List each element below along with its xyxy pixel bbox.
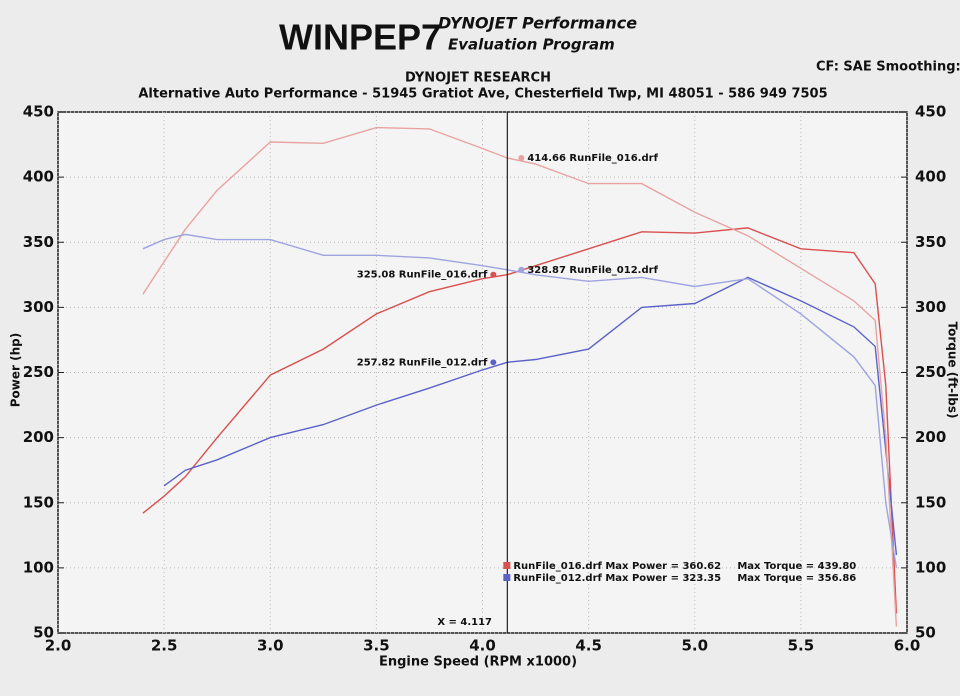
legend-entry: RunFile_016.drf Max Power = 360.62 — [513, 561, 721, 572]
cursor-value-label: 325.08 RunFile_016.drf — [357, 270, 488, 281]
legend-entry: RunFile_012.drf Max Power = 323.35 — [513, 573, 721, 584]
x-axis-label: Engine Speed (RPM x1000) — [379, 655, 577, 670]
x-tick-label: 5.5 — [788, 637, 815, 655]
cursor-label: X = 4.117 — [437, 617, 492, 628]
cursor-value-label: 414.66 RunFile_016.drf — [527, 153, 658, 164]
cursor-value-label: 257.82 RunFile_012.drf — [357, 357, 488, 368]
x-tick-label: 2.5 — [151, 637, 178, 655]
y2-tick-label: 400 — [915, 168, 946, 186]
y-axis-label: Power (hp) — [9, 333, 23, 407]
y-tick-label: 300 — [23, 298, 54, 316]
y-tick-label: 150 — [23, 493, 54, 511]
cursor-dot — [518, 155, 525, 162]
cursor-dot — [518, 266, 525, 273]
settings: CF: SAE Smoothing: 5 — [816, 60, 960, 75]
y-tick-label: 450 — [23, 103, 54, 121]
y-tick-label: 200 — [23, 428, 54, 446]
series-line — [142, 126, 898, 627]
y2-tick-label: 200 — [915, 428, 946, 446]
x-tick-label: 3.0 — [257, 637, 284, 655]
x-tick-label: 2.0 — [45, 637, 72, 655]
brand: DYNOJET Performance — [438, 14, 637, 33]
series-line — [163, 276, 898, 555]
x-tick-label: 6.0 — [894, 637, 921, 655]
y-tick-label: 100 — [23, 558, 54, 576]
x-tick-label: 5.0 — [681, 637, 708, 655]
y2-tick-label: 250 — [915, 363, 946, 381]
cursor-value-label: 328.87 RunFile_012.drf — [527, 265, 658, 276]
y-tick-label: 50 — [33, 624, 54, 642]
x-tick-label: 4.5 — [575, 637, 602, 655]
y2-tick-label: 100 — [915, 558, 946, 576]
y-tick-label: 400 — [23, 168, 54, 186]
y2-tick-label: 300 — [915, 298, 946, 316]
y2-tick-label: 450 — [915, 103, 946, 121]
chart-subtitle: Alternative Auto Performance - 51945 Gra… — [138, 87, 827, 102]
cursor-dot — [490, 271, 497, 278]
x-tick-label: 4.0 — [469, 637, 496, 655]
y2-tick-label: 150 — [915, 493, 946, 511]
program: Evaluation Program — [448, 36, 615, 54]
logo: WINPEP7 — [279, 17, 441, 58]
y-tick-label: 250 — [23, 363, 54, 381]
legend-swatch — [503, 562, 511, 569]
cursor-dot — [490, 359, 497, 366]
legend-entry: Max Torque = 356.86 — [737, 573, 856, 584]
y-tick-label: 350 — [23, 233, 54, 251]
y2-axis-label: Torque (ft-lbs) — [946, 322, 960, 419]
y2-tick-label: 50 — [915, 624, 936, 642]
chart-title: DYNOJET RESEARCH — [405, 71, 551, 86]
legend-swatch — [503, 574, 511, 581]
x-tick-label: 3.5 — [363, 637, 390, 655]
y2-tick-label: 350 — [915, 233, 946, 251]
legend-entry: Max Torque = 439.80 — [737, 561, 856, 572]
